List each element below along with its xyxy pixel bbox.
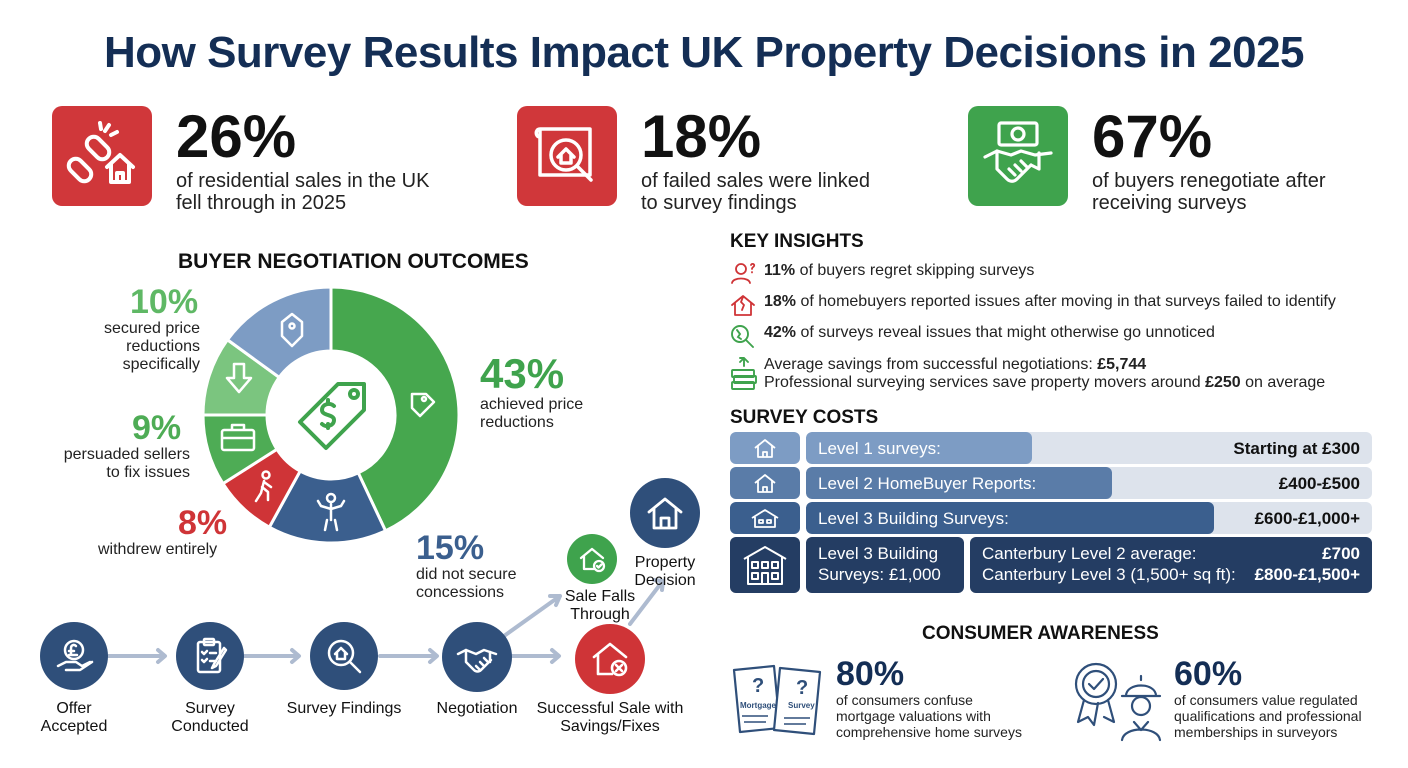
negotiation-donut-chart <box>201 285 461 545</box>
stat-value: 67% <box>1092 103 1213 170</box>
dollar-tag-icon <box>298 382 366 450</box>
cost-bar-fill <box>806 432 1033 464</box>
flow-sale-falls-through: Sale Falls Through <box>564 588 636 623</box>
house-x-icon <box>575 624 645 694</box>
building-icon <box>730 537 800 593</box>
awareness-title: CONSUMER AWARENESS <box>922 623 1159 644</box>
svg-text:Mortgage: Mortgage <box>740 701 777 710</box>
svg-text:?: ? <box>752 675 764 697</box>
segment-achieved-reductions <box>329 285 461 533</box>
blueprint-magnifier-icon <box>517 106 617 206</box>
awareness-right-description: of consumers value regulated qualificatio… <box>1174 692 1362 740</box>
broken-chain-house-icon <box>52 106 152 206</box>
house-icon <box>730 502 800 534</box>
clipboard-icon <box>176 622 244 690</box>
house-icon <box>630 478 700 548</box>
insight-regret: 11% of buyers regret skipping surveys <box>730 262 1034 289</box>
flow-step-offer-accepted: Offer Accepted <box>40 700 108 735</box>
segment-other <box>225 285 333 380</box>
donut-label-secured-price: 10% secured price reductions specificall… <box>103 283 200 373</box>
flow-successful-sale: Successful Sale with Savings/Fixes <box>536 700 684 735</box>
down-arrow-icon <box>225 362 253 394</box>
cracked-house-icon <box>730 293 764 322</box>
cost-label: Level 3 Building Surveys: <box>818 509 1009 528</box>
regret-person-icon <box>730 262 764 289</box>
cost-bar: Level 3 Building Surveys: £600-£1,000+ <box>806 502 1372 534</box>
flow-step-survey-findings: Survey Findings <box>286 700 402 717</box>
stat-description: of buyers renegotiate after receiving sur… <box>1092 170 1326 214</box>
cost-row-level-3: Level 3 Building Surveys: £600-£1,000+ <box>730 502 1372 534</box>
documents-icon: ? ? Mortgage Survey <box>732 664 822 736</box>
insights-title: KEY INSIGHTS <box>730 231 864 252</box>
cost-price: Starting at £300 <box>1233 439 1360 458</box>
cost-bar: Level 1 surveys: Starting at £300 <box>806 432 1372 464</box>
toolbox-icon <box>220 423 256 452</box>
cost-row-level-2: Level 2 HomeBuyer Reports: £400-£500 <box>730 467 1372 499</box>
svg-text:Survey: Survey <box>788 701 815 710</box>
cost-price: £600-£1,000+ <box>1254 509 1360 528</box>
flow-step-survey-conducted: Survey Conducted <box>171 700 249 735</box>
cost-label: Level 2 HomeBuyer Reports: <box>818 474 1037 493</box>
price-tag-icon <box>410 392 436 418</box>
walking-person-icon <box>254 470 273 503</box>
pound-hand-icon <box>40 622 108 690</box>
awareness-left-value: 80% <box>836 655 905 693</box>
cost-bar-fill <box>806 467 1112 499</box>
flow-property-decision: Property Decision <box>634 554 696 589</box>
stat-value: 26% <box>176 103 297 170</box>
magnifier-crack-icon <box>730 324 764 353</box>
shrugging-person-icon <box>316 492 346 532</box>
house-tag-icon <box>280 312 304 348</box>
stat-value: 18% <box>641 103 762 170</box>
donut-label-no-concessions: 15% did not secure concessions <box>416 529 517 601</box>
donut-label-achieved-reductions: 43% achieved price reductions <box>480 350 584 432</box>
negotiation-title: BUYER NEGOTIATION OUTCOMES <box>178 250 529 273</box>
cost-row-level-1: Level 1 surveys: Starting at £300 <box>730 432 1372 464</box>
cost-bar-fill <box>806 502 1214 534</box>
house-icon <box>730 467 800 499</box>
insight-reveal-issues: 42% of surveys reveal issues that might … <box>730 324 1215 353</box>
flow-arrows <box>106 578 665 664</box>
handshake-icon <box>442 622 512 692</box>
cost-label: Level 1 surveys: <box>818 439 941 458</box>
costs-title: SURVEY COSTS <box>730 407 879 428</box>
cost-bar: Level 2 HomeBuyer Reports: £400-£500 <box>806 467 1372 499</box>
level-3-building-cost-box: Level 3 Building Surveys: £1,000 <box>806 537 964 593</box>
magnifier-house-icon <box>310 622 378 690</box>
page-title: How Survey Results Impact UK Property De… <box>103 28 1305 77</box>
house-icon <box>730 432 800 464</box>
awareness-left-description: of consumers confuse mortgage valuations … <box>836 692 1022 740</box>
flow-step-negotiation: Negotiation <box>436 700 518 717</box>
cost-price: £400-£500 <box>1278 474 1360 493</box>
donut-label-withdrew: 8% withdrew entirely <box>98 504 228 558</box>
donut-label-persuaded-sellers: 9% persuaded sellers to fix issues <box>63 409 190 481</box>
awareness-right-value: 60% <box>1174 655 1243 693</box>
stat-description: of residential sales in the UK fell throu… <box>176 170 430 214</box>
stat-description: of failed sales were linked to survey fin… <box>641 170 871 214</box>
insight-issues-after-moving: 18% of homebuyers reported issues after … <box>730 293 1336 322</box>
canterbury-cost-box: Canterbury Level 2 average: £700 Canterbu… <box>970 537 1372 593</box>
handshake-money-icon <box>968 106 1068 206</box>
stat-card-sales-fell-through: 26% of residential sales in the UK fell t… <box>52 106 429 214</box>
insight-savings: Average savings from successful negotiat… <box>730 356 1325 395</box>
stat-card-renegotiate: 67% of buyers renegotiate after receiving… <box>968 106 1325 214</box>
stat-card-failed-sales: 18% of failed sales were linked to survey… <box>517 106 870 214</box>
svg-text:?: ? <box>796 677 808 699</box>
certified-surveyor-icon <box>1074 662 1162 742</box>
house-check-icon <box>567 534 617 584</box>
money-stack-icon <box>730 356 764 395</box>
